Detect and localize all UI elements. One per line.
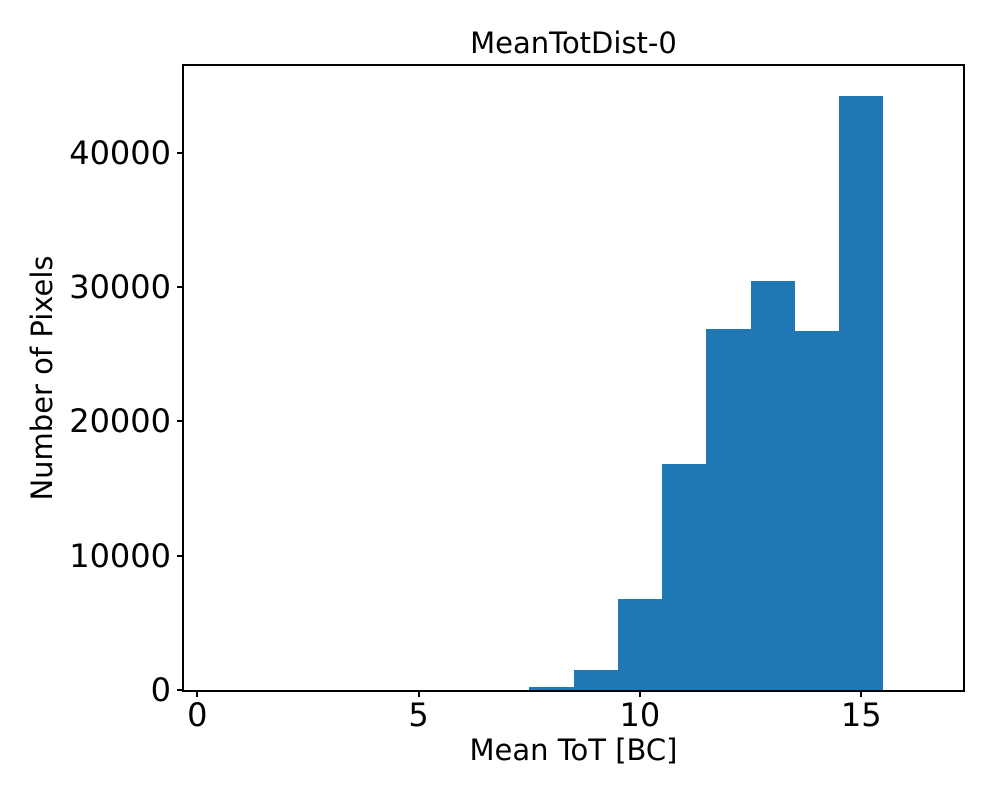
x-axis-ticks: 0 5 10 15 xyxy=(184,66,963,731)
y-tick-label: 20000 xyxy=(69,402,171,441)
y-tick-mark xyxy=(177,554,184,557)
x-tick-label: 15 xyxy=(840,696,882,734)
y-tick-label: 40000 xyxy=(69,133,171,172)
histogram-bar xyxy=(574,670,618,690)
histogram-bar xyxy=(751,281,795,690)
y-tick-mark xyxy=(177,689,184,691)
x-tick-mark xyxy=(638,690,641,697)
y-tick-mark xyxy=(177,420,184,423)
y-tick-label: 0 xyxy=(150,671,171,709)
x-axis-label: Mean ToT [BC] xyxy=(469,733,678,767)
histogram-bar xyxy=(529,687,574,690)
y-tick-mark xyxy=(177,151,184,154)
x-tick-mark xyxy=(417,690,420,697)
y-tick-label: 10000 xyxy=(69,536,171,575)
bars-layer xyxy=(184,66,963,690)
plot-area: 0 5 10 15 0 10000 20000 30000 40000 xyxy=(69,64,965,731)
histogram-bar xyxy=(839,96,883,690)
histogram-bar xyxy=(795,331,839,690)
chart-title: MeanTotDist-0 xyxy=(470,26,677,60)
histogram-bar xyxy=(662,464,706,690)
x-tick-label: 10 xyxy=(619,696,661,734)
y-axis-label: Number of Pixels xyxy=(25,255,59,501)
x-tick-label: 5 xyxy=(408,696,429,734)
y-tick-label: 30000 xyxy=(69,268,171,307)
histogram-bar xyxy=(618,599,662,690)
x-tick-label: 0 xyxy=(187,696,208,734)
y-tick-mark xyxy=(177,286,184,289)
y-axis-ticks: 0 10000 20000 30000 40000 xyxy=(69,66,963,706)
x-tick-mark xyxy=(860,690,863,697)
x-tick-mark xyxy=(196,690,199,697)
histogram-bar xyxy=(706,329,751,690)
